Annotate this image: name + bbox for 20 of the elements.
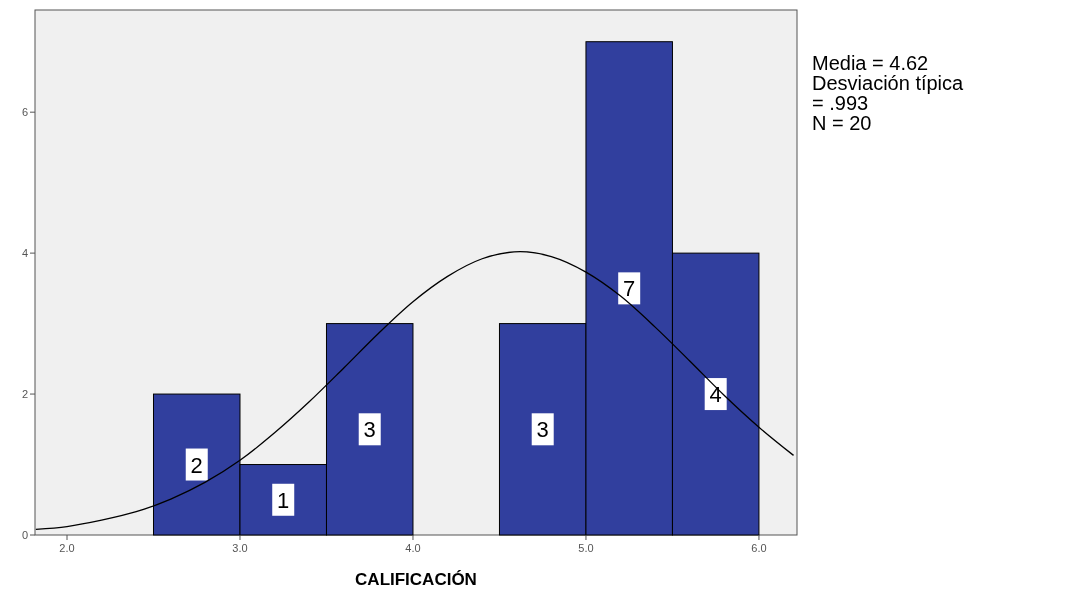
text: Media = 4.62 <box>812 52 929 74</box>
x-tick-label: 6.0 <box>751 542 767 554</box>
y-tick-label: 6 <box>21 106 28 119</box>
data-label: 1 <box>277 487 290 513</box>
x-tick-label: 4.0 <box>405 542 421 554</box>
x-tick-label: 5.0 <box>578 542 594 554</box>
data-label: 4 <box>709 382 722 408</box>
y-tick-label: 4 <box>21 247 28 260</box>
text: N = 20 <box>812 112 872 134</box>
x-tick-label: 3.0 <box>232 542 248 554</box>
data-label: 3 <box>536 417 549 443</box>
y-tick-label: 2 <box>21 388 28 401</box>
x-axis-title: CALIFICACIÓN <box>355 570 477 589</box>
text: Desviación típica <box>812 72 965 94</box>
data-label: 3 <box>363 417 376 443</box>
x-tick-label: 2.0 <box>59 542 75 554</box>
text: = .993 <box>812 92 869 114</box>
y-tick-label: 0 <box>21 529 28 541</box>
data-label: 7 <box>623 276 636 302</box>
data-label: 2 <box>190 452 203 478</box>
